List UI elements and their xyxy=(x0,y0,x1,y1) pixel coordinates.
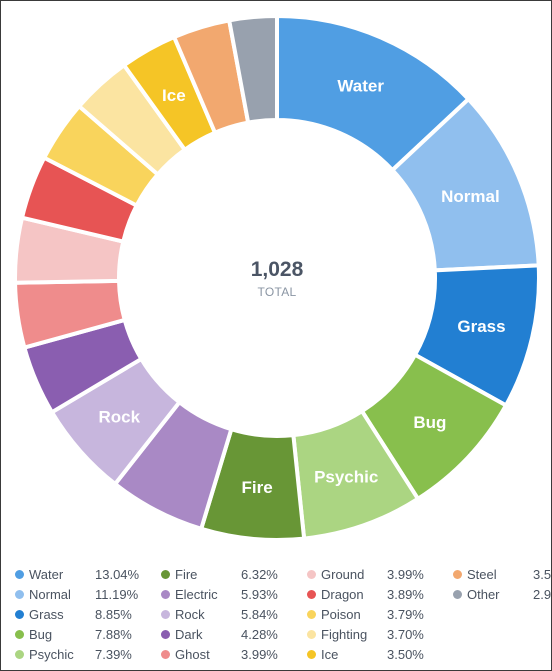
legend-label: Psychic xyxy=(29,646,74,662)
legend-swatch xyxy=(307,629,316,639)
legend-swatch xyxy=(161,589,170,599)
legend-item-ground[interactable]: Ground 3.99% xyxy=(307,564,445,584)
legend-percent: 5.93% xyxy=(241,586,278,602)
legend-label: Water xyxy=(29,566,64,582)
legend-label: Bug xyxy=(29,626,53,642)
legend-percent: 3.89% xyxy=(387,586,424,602)
legend-percent: 7.88% xyxy=(95,626,132,642)
legend-item-fighting[interactable]: Fighting 3.70% xyxy=(307,624,445,644)
legend-label: Other xyxy=(467,586,500,602)
legend-swatch xyxy=(15,569,24,579)
legend-percent: 3.99% xyxy=(241,646,278,662)
legend-swatch xyxy=(307,569,316,579)
legend-item-ghost[interactable]: Ghost 3.99% xyxy=(161,644,299,664)
legend-label: Rock xyxy=(175,606,205,622)
legend-swatch xyxy=(307,609,316,619)
legend-item-dark[interactable]: Dark 4.28% xyxy=(161,624,299,644)
donut-chart: 1,028 TOTAL Water Normal Grass Bug Psychic Fi… xyxy=(13,14,541,542)
slice-label-psychic: Psychic xyxy=(314,467,378,486)
legend-percent: 4.28% xyxy=(241,626,278,642)
legend-percent: 6.32% xyxy=(241,566,278,582)
legend-label: Ice xyxy=(321,646,339,662)
legend-label: Ground xyxy=(321,566,365,582)
legend-label: Poison xyxy=(321,606,361,622)
legend-label: Steel xyxy=(467,566,497,582)
legend-percent: 3.79% xyxy=(387,606,424,622)
legend-swatch xyxy=(15,629,24,639)
legend-label: Ghost xyxy=(175,646,210,662)
legend-item-electric[interactable]: Electric 5.93% xyxy=(161,584,299,604)
legend-percent: 2.92% xyxy=(533,586,552,602)
total-label: TOTAL xyxy=(257,285,296,299)
legend-percent: 11.19% xyxy=(95,586,139,602)
chart-legend: Water 13.04% Normal 11.19% Grass 8.85% Bug 7.88… xyxy=(15,564,551,664)
legend-item-fire[interactable]: Fire 6.32% xyxy=(161,564,299,584)
legend-label: Fighting xyxy=(321,626,368,642)
legend-percent: 3.50% xyxy=(533,566,552,582)
legend-percent: 7.39% xyxy=(95,646,132,662)
legend-percent: 3.99% xyxy=(387,566,424,582)
slice-label-ice: Ice xyxy=(162,86,186,105)
legend-label: Fire xyxy=(175,566,198,582)
legend-percent: 3.50% xyxy=(387,646,424,662)
legend-label: Electric xyxy=(175,586,218,602)
legend-item-steel[interactable]: Steel 3.50% xyxy=(453,564,552,584)
legend-item-ice[interactable]: Ice 3.50% xyxy=(307,644,445,664)
legend-percent: 5.84% xyxy=(241,606,278,622)
legend-item-bug[interactable]: Bug 7.88% xyxy=(15,624,153,644)
legend-swatch xyxy=(15,589,24,599)
slice-label-grass: Grass xyxy=(457,317,505,336)
legend-item-psychic[interactable]: Psychic 7.39% xyxy=(15,644,153,664)
legend-swatch xyxy=(453,569,462,579)
legend-item-grass[interactable]: Grass 8.85% xyxy=(15,604,153,624)
slice-label-water: Water xyxy=(337,76,384,95)
legend-swatch xyxy=(161,569,170,579)
legend-percent: 13.04% xyxy=(95,566,140,582)
legend-item-rock[interactable]: Rock 5.84% xyxy=(161,604,299,624)
slice-label-bug: Bug xyxy=(413,413,446,432)
legend-swatch xyxy=(161,629,170,639)
legend-label: Normal xyxy=(29,586,71,602)
slice-other[interactable] xyxy=(227,14,279,125)
legend-label: Dragon xyxy=(321,586,364,602)
total-value: 1,028 xyxy=(251,258,304,281)
legend-item-normal[interactable]: Normal 11.19% xyxy=(15,584,153,604)
legend-swatch xyxy=(307,649,316,659)
legend-swatch xyxy=(15,609,24,619)
legend-item-dragon[interactable]: Dragon 3.89% xyxy=(307,584,445,604)
legend-swatch xyxy=(453,589,462,599)
legend-label: Grass xyxy=(29,606,64,622)
legend-percent: 3.70% xyxy=(387,626,424,642)
legend-percent: 8.85% xyxy=(95,606,132,622)
legend-swatch xyxy=(307,589,316,599)
legend-swatch xyxy=(161,609,170,619)
legend-swatch xyxy=(161,649,170,659)
slice-label-rock: Rock xyxy=(99,408,141,427)
legend-item-poison[interactable]: Poison 3.79% xyxy=(307,604,445,624)
slice-label-fire: Fire xyxy=(242,478,273,497)
legend-item-water[interactable]: Water 13.04% xyxy=(15,564,153,584)
legend-item-other[interactable]: Other 2.92% xyxy=(453,584,552,604)
slice-label-normal: Normal xyxy=(441,187,500,206)
legend-swatch xyxy=(15,649,24,659)
legend-label: Dark xyxy=(175,626,203,642)
